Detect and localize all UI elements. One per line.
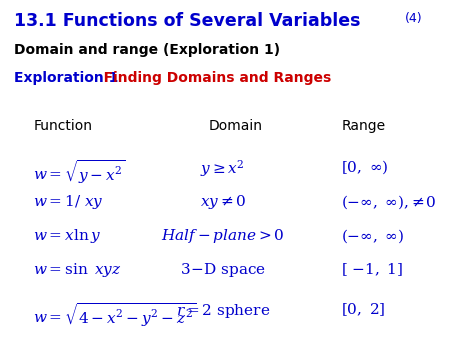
Text: Exploration 1: Exploration 1 (14, 71, 118, 85)
Text: Domain and range (Exploration 1): Domain and range (Exploration 1) (14, 43, 280, 57)
Text: $w = \sin\ xyz$: $w = \sin\ xyz$ (33, 261, 122, 279)
Text: $[0,\ \infty)$: $[0,\ \infty)$ (341, 158, 389, 176)
Text: $w = \sqrt{y - x^2}$: $w = \sqrt{y - x^2}$ (33, 158, 126, 186)
Text: Finding Domains and Ranges: Finding Domains and Ranges (89, 71, 331, 85)
Text: $\mathrm{3\!-\!D\ space}$: $\mathrm{3\!-\!D\ space}$ (180, 261, 266, 279)
Text: $r = 2\ \mathrm{sphere}$: $r = 2\ \mathrm{sphere}$ (175, 302, 270, 320)
Text: $y \geq x^2$: $y \geq x^2$ (201, 158, 245, 179)
Text: Function: Function (33, 119, 92, 133)
Text: $(-\infty,\ \infty),\!\neq\! 0$: $(-\infty,\ \infty),\!\neq\! 0$ (341, 193, 436, 211)
Text: (4): (4) (405, 12, 423, 26)
Text: $w = 1/\ xy$: $w = 1/\ xy$ (33, 193, 104, 212)
Text: $[0,\ 2]$: $[0,\ 2]$ (341, 302, 386, 318)
Text: $xy \neq 0$: $xy \neq 0$ (200, 193, 246, 212)
Text: Range: Range (341, 119, 385, 133)
Text: Domain: Domain (209, 119, 263, 133)
Text: $[\ {-}1,\ 1]$: $[\ {-}1,\ 1]$ (341, 261, 403, 278)
Text: $(-\infty,\ \infty)$: $(-\infty,\ \infty)$ (341, 227, 405, 245)
Text: $w = x \ln y$: $w = x \ln y$ (33, 227, 101, 245)
Text: 13.1 Functions of Several Variables: 13.1 Functions of Several Variables (14, 12, 361, 31)
Text: $\mathit{Half} - \mathit{plane} > 0$: $\mathit{Half} - \mathit{plane} > 0$ (161, 227, 284, 245)
Text: $w = \sqrt{4 - x^2 - y^2 - z^2}$: $w = \sqrt{4 - x^2 - y^2 - z^2}$ (33, 302, 197, 329)
